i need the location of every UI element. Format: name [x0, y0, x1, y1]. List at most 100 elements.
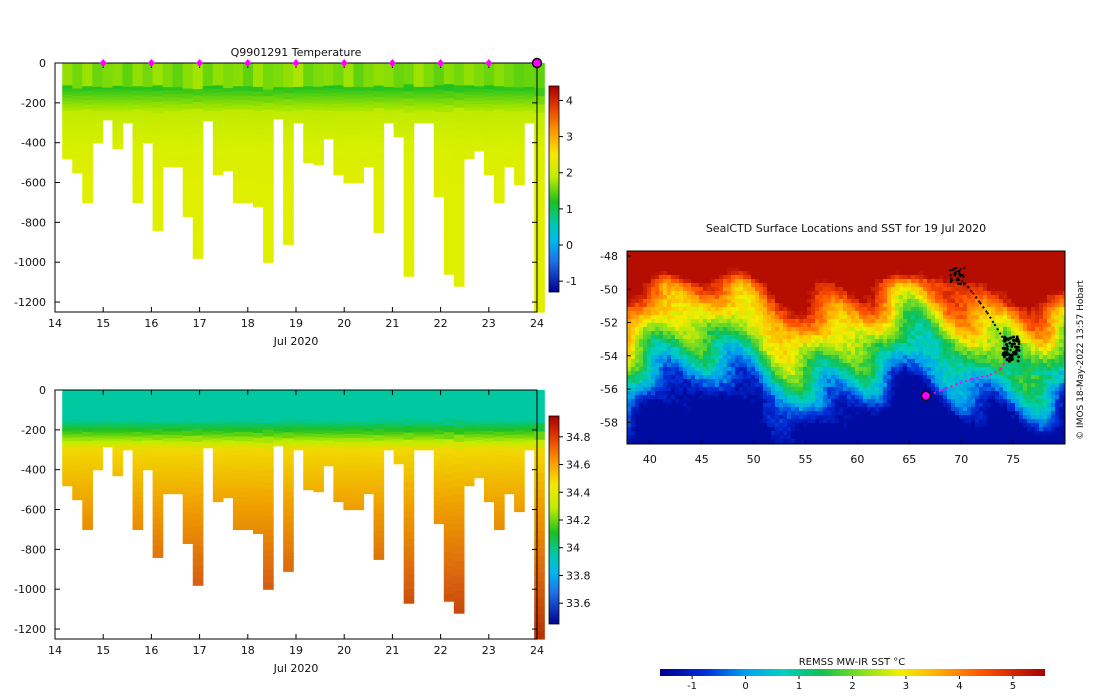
temperature-cell	[233, 77, 244, 82]
sst-cell	[819, 267, 824, 272]
sst-cell	[839, 291, 844, 296]
sst-cell	[727, 303, 732, 308]
sst-cell	[699, 275, 704, 280]
temperature-cell	[133, 142, 144, 147]
salinity-cell	[233, 418, 244, 423]
sst-cell	[663, 275, 668, 280]
salinity-cell	[404, 546, 415, 554]
sst-cell	[715, 279, 720, 284]
sst-cell	[1031, 311, 1036, 316]
sst-cell	[1043, 263, 1048, 268]
sst-cell	[799, 319, 804, 324]
sst-cell	[787, 283, 792, 288]
sst-cell	[695, 311, 700, 316]
temperature-cell	[243, 156, 254, 161]
sst-cell	[927, 283, 932, 288]
salinity-colorbar-label: 34.4	[566, 486, 591, 499]
sst-cell	[991, 255, 996, 260]
temperature-cell	[193, 245, 204, 252]
sst-cell	[687, 299, 692, 304]
sst-cell	[791, 295, 796, 300]
salinity-cell	[153, 401, 164, 407]
sst-cell	[899, 307, 904, 312]
salinity-cell	[133, 515, 144, 520]
temperature-cell	[82, 151, 93, 156]
sst-cell	[663, 279, 668, 284]
salinity-cell	[173, 473, 184, 477]
sst-cell	[803, 295, 808, 300]
temperature-cell	[193, 89, 204, 96]
sst-cell	[855, 311, 860, 316]
temperature-cell	[253, 106, 264, 111]
temperature-cell	[213, 119, 224, 123]
sst-cell	[787, 259, 792, 264]
temperature-cell	[444, 183, 455, 191]
sst-cell	[951, 319, 956, 324]
temperature-cell	[534, 212, 545, 221]
temperature-cell	[404, 127, 415, 135]
sst-cell	[831, 287, 836, 292]
sst-cell	[699, 251, 704, 256]
sst-cell	[911, 255, 916, 260]
temperature-cell	[233, 151, 244, 156]
salinity-cell	[223, 472, 234, 476]
salinity-cell	[514, 451, 525, 456]
temperature-cell	[454, 115, 465, 123]
temperature-cell	[263, 183, 274, 190]
sst-cell	[643, 287, 648, 292]
sst-cell	[771, 295, 776, 300]
temperature-cell	[193, 154, 204, 161]
temperature-cell	[484, 134, 495, 138]
sst-cell	[827, 307, 832, 312]
temperature-cell	[374, 114, 385, 120]
temperature-cell	[153, 96, 164, 102]
sst-cell	[687, 319, 692, 324]
salinity-cell	[434, 399, 445, 404]
salinity-x-tick-label: 21	[385, 644, 399, 657]
salinity-cell	[464, 482, 475, 486]
sst-cell	[679, 291, 684, 296]
salinity-cell	[213, 442, 224, 446]
salinity-cell	[233, 515, 244, 520]
sst-cell	[851, 307, 856, 312]
temperature-cell	[333, 85, 344, 89]
sst-cell	[683, 303, 688, 308]
salinity-cell	[333, 449, 344, 453]
sst-cell	[631, 283, 636, 288]
sst-cell	[691, 255, 696, 260]
sst-cell	[975, 251, 980, 256]
salinity-cell	[133, 446, 144, 451]
temperature-cell	[404, 113, 415, 121]
sst-cell	[935, 311, 940, 316]
sst-cell	[795, 311, 800, 316]
sst-cell	[1047, 275, 1052, 280]
sst-cell	[751, 303, 756, 308]
sst-cell	[887, 275, 892, 280]
salinity-cell	[343, 438, 354, 443]
sst-cell	[907, 287, 912, 292]
salinity-cell	[243, 390, 254, 395]
sst-cell	[711, 307, 716, 312]
sst-cell	[899, 287, 904, 292]
sst-cell	[811, 307, 816, 312]
sst-cell	[759, 251, 764, 256]
sst-cell	[743, 307, 748, 312]
salinity-cell	[173, 476, 184, 480]
sst-cell	[703, 283, 708, 288]
sst-cell	[763, 319, 768, 324]
sst-cell	[883, 283, 888, 288]
sst-cell	[739, 311, 744, 316]
salinity-cell	[424, 448, 435, 451]
sst-cell	[827, 291, 832, 296]
temperature-cell	[343, 139, 354, 144]
temperature-cell	[243, 170, 254, 175]
sst-cell	[863, 299, 868, 304]
sst-cell	[715, 251, 720, 256]
sst-cell	[1051, 263, 1056, 268]
sst-cell	[651, 275, 656, 280]
sst-cell	[931, 303, 936, 308]
salinity-cell	[263, 423, 274, 430]
temperature-cell	[444, 176, 455, 184]
sst-cell	[671, 263, 676, 268]
sst-cell	[979, 259, 984, 264]
